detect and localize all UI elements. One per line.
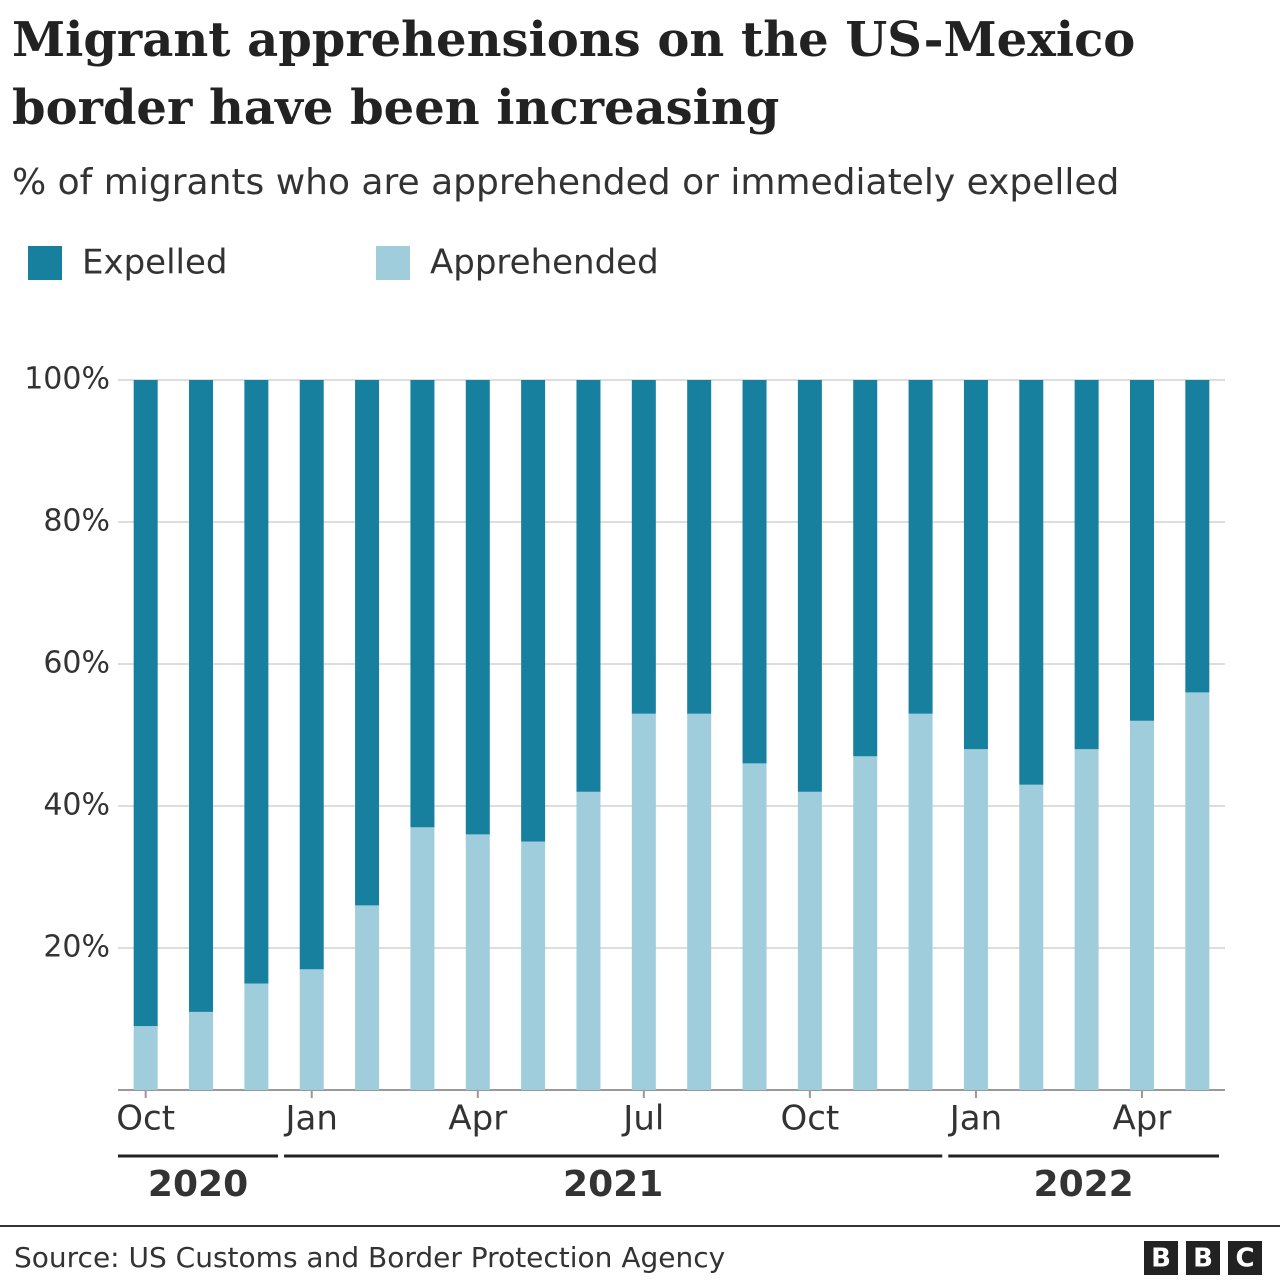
chart-title: Migrant apprehensions on the US-Mexico: [12, 12, 1135, 68]
svg-text:B: B: [1193, 1244, 1213, 1274]
bar-segment: [963, 380, 988, 750]
bar-segment: [355, 380, 380, 906]
x-tick-label: Apr: [1113, 1099, 1172, 1139]
x-tick-label: Jan: [284, 1099, 338, 1139]
legend-swatch: [376, 246, 410, 280]
bar-segment: [687, 713, 712, 1090]
bar-segment: [244, 983, 269, 1090]
y-tick-label: 100%: [24, 362, 110, 397]
x-tick-label: Oct: [116, 1099, 175, 1139]
bar-segment: [908, 380, 933, 714]
bar-segment: [963, 749, 988, 1090]
bar-segment: [299, 969, 324, 1090]
bar-segment: [465, 380, 490, 835]
x-tick-label: Oct: [780, 1099, 839, 1139]
chart-subtitle: % of migrants who are apprehended or imm…: [12, 162, 1119, 203]
x-tick-label: Jul: [621, 1099, 664, 1139]
bar-segment: [742, 380, 767, 764]
bar-segment: [853, 380, 878, 757]
bar-segment: [576, 791, 601, 1090]
y-tick-label: 40%: [43, 788, 110, 823]
year-label: 2020: [148, 1164, 248, 1205]
bar-segment: [742, 763, 767, 1090]
svg-text:C: C: [1235, 1244, 1254, 1274]
bar-segment: [189, 1011, 214, 1090]
bar-segment: [797, 791, 822, 1090]
bar-segment: [687, 380, 712, 714]
bar-segment: [576, 380, 601, 792]
legend-label: Apprehended: [430, 243, 659, 283]
source: Source: US Customs and Border Protection…: [14, 1241, 725, 1274]
bar-segment: [521, 380, 546, 842]
bar-segment: [410, 827, 435, 1090]
bar-segment: [133, 380, 158, 1027]
bar-segment: [1185, 380, 1210, 693]
legend-label: Expelled: [82, 243, 228, 283]
bar-segment: [1074, 380, 1099, 750]
bbc-logo: B B C: [1144, 1241, 1262, 1275]
bar-segment: [299, 380, 324, 970]
bar-segment: [133, 1026, 158, 1090]
bar-segment: [908, 713, 933, 1090]
bar-segment: [1074, 749, 1099, 1090]
bar-segment: [631, 713, 656, 1090]
bar-segment: [1019, 784, 1044, 1090]
bar-segment: [1129, 380, 1154, 721]
bar-segment: [1129, 720, 1154, 1090]
year-label: 2022: [1034, 1164, 1134, 1205]
bar-segment: [410, 380, 435, 828]
bar-segment: [1185, 692, 1210, 1090]
bar-segment: [521, 841, 546, 1090]
year-label: 2021: [563, 1164, 663, 1205]
svg-text:B: B: [1151, 1244, 1171, 1274]
y-tick-label: 80%: [43, 504, 110, 539]
bar-segment: [244, 380, 269, 984]
bar-segment: [853, 756, 878, 1090]
bar-segment: [189, 380, 214, 1012]
bar-segment: [1019, 380, 1044, 785]
chart-title: border have been increasing: [12, 80, 779, 136]
bar-segment: [797, 380, 822, 792]
bar-segment: [355, 905, 380, 1090]
y-tick-label: 20%: [43, 930, 110, 965]
x-tick-label: Jan: [948, 1099, 1002, 1139]
bar-segment: [465, 834, 490, 1090]
x-tick-label: Apr: [448, 1099, 507, 1139]
y-tick-label: 60%: [43, 646, 110, 681]
legend-swatch: [28, 246, 62, 280]
bar-segment: [631, 380, 656, 714]
